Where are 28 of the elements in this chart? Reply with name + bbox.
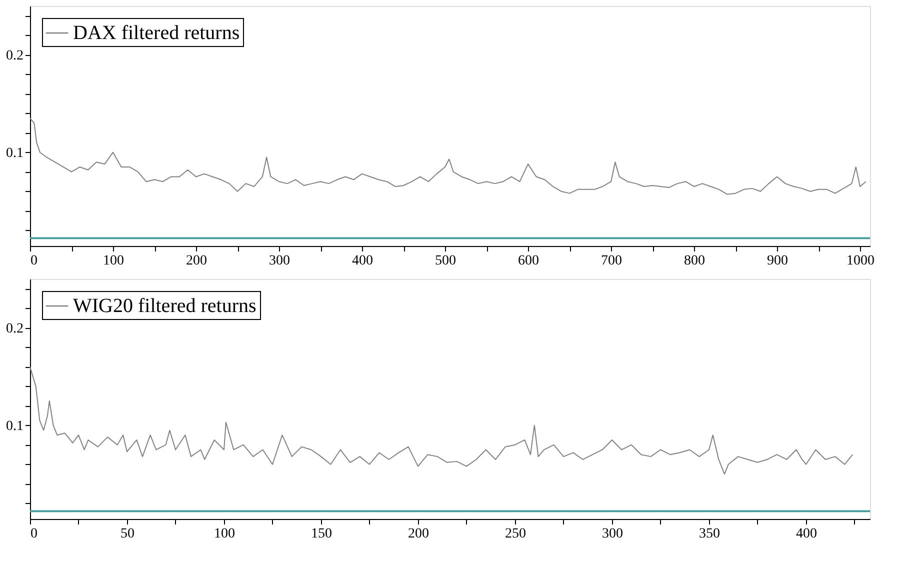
- x-tick-label: 100: [103, 254, 124, 268]
- line-series: [30, 118, 866, 195]
- y-tick-label: 0.2: [6, 48, 24, 64]
- x-tick-label: 0: [30, 254, 38, 268]
- legend-label: DAX filtered returns: [73, 22, 240, 44]
- x-tick-label: 0: [30, 526, 38, 542]
- x-tick-label: 100: [214, 526, 235, 542]
- x-tick-label: 150: [310, 526, 332, 542]
- x-tick-label: 250: [504, 526, 526, 542]
- y-tick-label: 0.1: [6, 146, 24, 161]
- x-tick-label: 800: [684, 254, 706, 268]
- x-tick-label: 200: [186, 254, 208, 268]
- legend-label: WIG20 filtered returns: [73, 295, 256, 317]
- x-tick-label: 200: [408, 526, 429, 542]
- x-tick-label: 400: [352, 254, 374, 268]
- x-tick-label: 50: [120, 526, 134, 542]
- y-tick-label: 0.2: [6, 321, 24, 336]
- line-series: [30, 366, 854, 475]
- x-tick-label: 350: [698, 526, 720, 542]
- x-tick-label: 400: [796, 526, 817, 542]
- x-tick-label: 600: [518, 254, 540, 268]
- x-tick-label: 700: [601, 254, 622, 268]
- x-tick-label: 300: [269, 254, 290, 268]
- x-tick-label: 300: [602, 526, 623, 542]
- x-tick-label: 1000: [846, 254, 875, 268]
- x-tick-label: 900: [767, 254, 788, 268]
- y-tick-label: 0.1: [6, 418, 24, 434]
- x-tick-label: 500: [435, 254, 456, 268]
